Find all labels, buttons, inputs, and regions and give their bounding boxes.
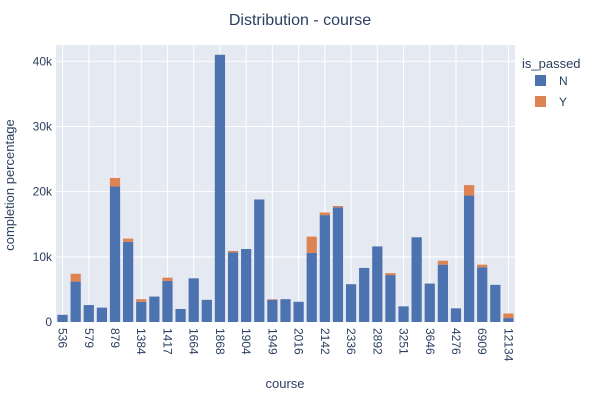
x-tick-label: 2892 [370,328,384,355]
bar-n-31[interactable] [463,195,475,322]
bar-n-16[interactable] [267,299,278,322]
y-axis-ticks: 0 10k 20k 30k 40k [33,54,53,329]
bar-y-8[interactable] [162,277,173,281]
chart-title: Distribution - course [229,12,371,29]
y-tick-label: 10k [33,250,53,264]
bar-y-16[interactable] [267,299,278,300]
bar-n-8[interactable] [162,280,173,322]
x-tick-label: 1868 [213,328,227,355]
bar-y-6[interactable] [136,299,147,302]
bar-n-19[interactable] [306,252,317,322]
bar-n-12[interactable] [214,54,226,323]
bar-n-13[interactable] [227,252,239,322]
x-tick-label: 1384 [134,328,148,355]
bar-n-33[interactable] [490,284,501,322]
bar-n-22[interactable] [345,284,357,322]
bar-n-4[interactable] [109,186,121,322]
bar-y-20[interactable] [319,212,330,216]
x-tick-label: 879 [108,328,122,348]
bar-n-30[interactable] [450,308,462,322]
y-tick-label: 30k [33,119,53,133]
x-tick-label: 12134 [501,328,515,362]
bar-y-1[interactable] [70,273,81,282]
x-tick-label: 1417 [160,328,174,355]
bar-n-0[interactable] [57,314,68,322]
legend-swatch-y [535,96,546,107]
x-axis-ticks: 536 579 879 1384 1417 1664 1868 1904 1949 2016 214… [56,328,516,362]
bar-n-1[interactable] [70,281,81,322]
bar-n-14[interactable] [241,249,252,322]
bar-y-25[interactable] [385,273,396,276]
legend-label-n: N [559,74,568,88]
bar-n-3[interactable] [96,307,108,322]
bar-n-23[interactable] [359,267,370,322]
bar-n-26[interactable] [398,306,409,322]
bar-n-11[interactable] [201,299,212,322]
bar-y-4[interactable] [109,177,121,187]
x-tick-label: 2336 [344,328,358,355]
x-tick-label: 3646 [423,328,437,355]
bar-n-18[interactable] [293,301,304,322]
legend: is_passed N Y [522,56,581,109]
y-tick-label: 40k [33,54,53,68]
x-tick-label: 2142 [318,328,332,355]
bar-n-9[interactable] [175,308,186,322]
legend-item-y[interactable]: Y [535,95,567,109]
x-tick-label: 4276 [449,328,463,355]
bar-n-32[interactable] [477,267,488,322]
bar-n-15[interactable] [254,199,265,322]
bar-n-5[interactable] [123,241,134,322]
x-tick-label: 3251 [397,328,411,355]
bar-n-17[interactable] [280,299,291,322]
bar-n-2[interactable] [83,305,94,322]
x-axis-label: course [265,376,304,391]
bar-y-21[interactable] [332,205,344,208]
y-tick-label: 20k [33,185,53,199]
bar-n-7[interactable] [149,296,160,322]
bar-n-6[interactable] [136,301,147,322]
bar-y-31[interactable] [463,185,475,196]
bar-n-21[interactable] [332,207,344,322]
bar-y-32[interactable] [477,264,488,268]
x-tick-label: 1904 [239,328,253,355]
x-tick-label: 579 [82,328,96,348]
bar-n-27[interactable] [411,237,422,322]
y-tick-label: 0 [45,315,52,329]
legend-swatch-n [535,75,546,86]
bar-n-25[interactable] [385,275,396,322]
legend-label-y: Y [559,95,567,109]
legend-item-n[interactable]: N [535,74,568,88]
bar-n-34[interactable] [503,318,514,322]
bar-y-19[interactable] [306,236,317,253]
y-axis-label: completion percentage [2,119,17,251]
x-tick-label: 1664 [187,328,201,355]
legend-title: is_passed [522,56,581,71]
bar-y-13[interactable] [227,250,239,253]
bar-n-29[interactable] [437,264,448,322]
x-tick-label: 536 [56,328,70,348]
bar-y-34[interactable] [503,313,514,319]
x-tick-label: 6909 [475,328,489,355]
bar-n-20[interactable] [319,215,330,322]
x-tick-label: 1949 [265,328,279,355]
bar-y-5[interactable] [123,238,134,242]
bar-n-24[interactable] [372,246,383,322]
bars [57,54,514,323]
bar-n-28[interactable] [424,283,435,322]
bar-n-10[interactable] [188,278,199,322]
bar-y-29[interactable] [437,260,448,265]
x-tick-label: 2016 [292,328,306,355]
